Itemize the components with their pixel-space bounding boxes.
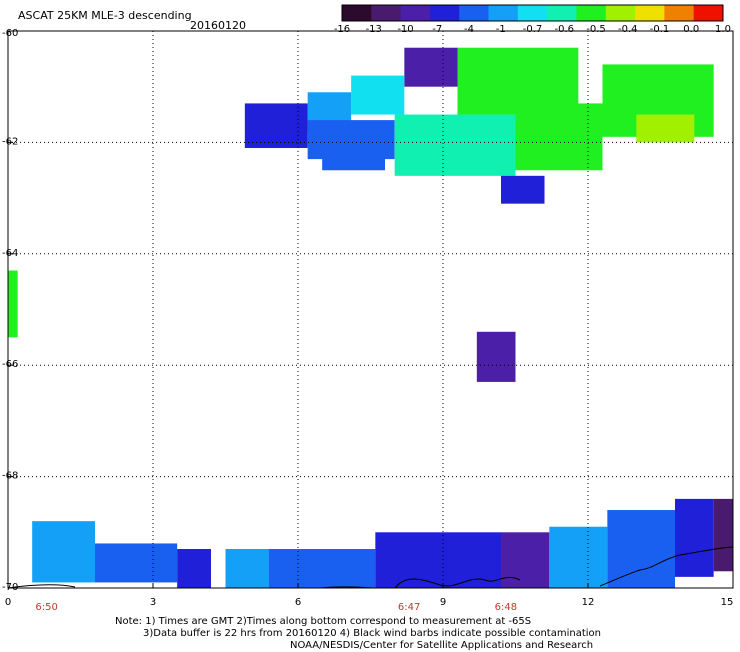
colorbar-swatch-8 xyxy=(576,5,607,21)
colorbar-label-10: -0.1 xyxy=(650,24,670,35)
heat-cell-17 xyxy=(225,549,269,588)
colorbar-label-1: -13 xyxy=(366,24,382,35)
colorbar-frame xyxy=(341,4,724,22)
time-label-0: 6:50 xyxy=(35,602,57,613)
heat-cell-6 xyxy=(394,114,516,176)
heat-cell-10 xyxy=(322,142,385,171)
heat-cell-15 xyxy=(95,543,178,583)
y-tick-label-1: -62 xyxy=(2,136,18,147)
colorbar-label-4: -4 xyxy=(464,24,474,35)
colorbar-swatch-5 xyxy=(488,5,519,21)
heat-cell-12 xyxy=(8,270,18,338)
x-tick-label-1: 3 xyxy=(150,597,156,608)
heatmap-cells xyxy=(8,47,733,588)
heat-cell-23 xyxy=(675,498,714,577)
colorbar-label-12: 1.0 xyxy=(715,24,731,35)
coastline-path xyxy=(7,546,734,589)
colorbar-swatch-11 xyxy=(664,5,695,21)
note-line-2: 3)Data buffer is 22 hrs from 20160120 4)… xyxy=(143,628,601,639)
colorbar-label-2: -10 xyxy=(397,24,413,35)
x-tick-label-0: 0 xyxy=(5,597,11,608)
chart-date: 20160120 xyxy=(190,19,246,32)
y-tick-label-0: -60 xyxy=(2,28,18,39)
note-line-1: Note: 1) Times are GMT 2)Times along bot… xyxy=(115,616,532,627)
time-label-1: 6:47 xyxy=(398,602,420,613)
x-tick-label-4: 12 xyxy=(582,597,595,608)
x-tick-label-3: 9 xyxy=(440,597,446,608)
colorbar-label-6: -0.7 xyxy=(523,24,543,35)
x-tick-label-5: 15 xyxy=(721,597,734,608)
colorbar-label-7: -0.6 xyxy=(554,24,574,35)
colorbar-swatch-10 xyxy=(635,5,665,21)
x-tick-label-2: 6 xyxy=(295,597,301,608)
heat-cell-7 xyxy=(515,103,603,171)
colorbar-label-0: -16 xyxy=(334,24,350,35)
colorbar-label-9: -0.4 xyxy=(618,24,638,35)
heat-cell-4 xyxy=(244,103,308,148)
axes: 0 3 6 9 12 15 -60 -62 -64 -66 -68 -70 6:50 6:47 6:48 xyxy=(2,28,734,613)
heat-cell-11 xyxy=(501,175,545,204)
colorbar-label-5: -1 xyxy=(496,24,506,35)
y-tick-label-2: -64 xyxy=(2,248,18,259)
colorbar-swatch-7 xyxy=(547,5,577,21)
heat-cell-16 xyxy=(177,549,211,588)
colorbar-swatch-0 xyxy=(342,5,372,21)
time-label-2: 6:48 xyxy=(495,602,517,613)
colorbar-label-8: -0.5 xyxy=(586,24,606,35)
heat-cell-13 xyxy=(476,331,516,382)
colorbar-swatch-9 xyxy=(605,5,636,21)
heat-cell-20 xyxy=(501,532,550,588)
y-tick-label-3: -66 xyxy=(2,359,18,370)
colorbar-swatch-4 xyxy=(459,5,490,21)
colorbar: -16 -13 -10 -7 -4 -1 -0.7 -0.6 -0.5 -0.4 -0.1 0.0 1.… xyxy=(334,4,731,35)
heat-cell-1 xyxy=(457,47,579,115)
y-tick-label-4: -68 xyxy=(2,471,18,482)
chart-title: ASCAT 25KM MLE-3 descending xyxy=(18,9,192,22)
heat-cell-14 xyxy=(32,521,95,583)
colorbar-swatch-12 xyxy=(693,5,724,21)
y-tick-label-5: -70 xyxy=(2,582,18,593)
grid-lines xyxy=(8,31,733,588)
heat-cell-22 xyxy=(607,510,675,588)
heat-cell-18 xyxy=(269,549,376,588)
heat-cell-2 xyxy=(351,75,405,115)
coastline xyxy=(7,546,734,589)
heat-cell-21 xyxy=(549,526,608,588)
heat-cell-24 xyxy=(713,498,733,572)
heat-cell-9 xyxy=(636,114,695,143)
note-line-3: NOAA/NESDIS/Center for Satellite Applica… xyxy=(290,640,594,651)
plot-frame xyxy=(7,30,734,589)
colorbar-swatch-2 xyxy=(400,5,431,21)
colorbar-label-11: 0.0 xyxy=(683,24,699,35)
colorbar-swatch-3 xyxy=(429,5,460,21)
colorbar-label-3: -7 xyxy=(432,24,442,35)
colorbar-swatch-1 xyxy=(371,5,402,21)
heat-cell-0 xyxy=(404,47,458,87)
colorbar-swatch-6 xyxy=(517,5,548,21)
